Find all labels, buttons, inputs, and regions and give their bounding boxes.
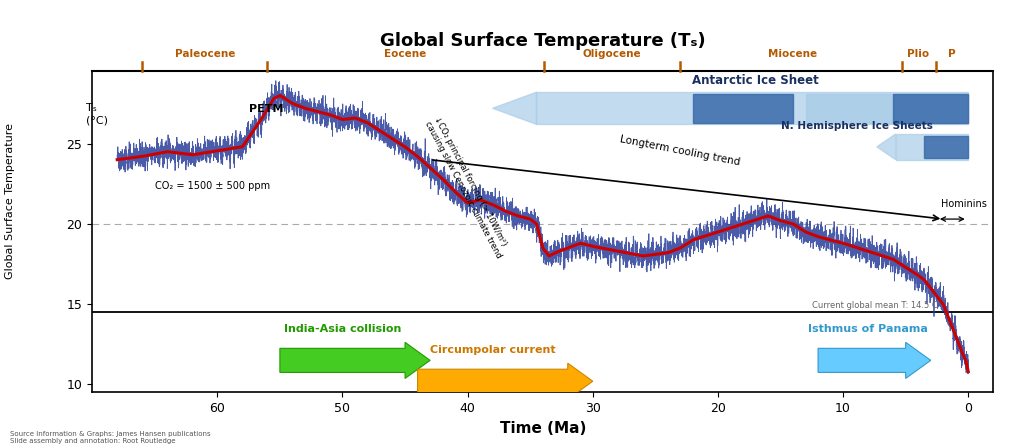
Text: Current global mean T: 14.5 C: Current global mean T: 14.5 C — [812, 301, 938, 310]
Text: Plio: Plio — [907, 49, 929, 58]
Bar — [693, 94, 793, 123]
Bar — [925, 136, 969, 158]
Text: Antarctic Ice Sheet: Antarctic Ice Sheet — [692, 74, 819, 87]
FancyArrow shape — [280, 343, 430, 378]
Text: Source Information & Graphs: James Hansen publications
Slide assembly and annota: Source Information & Graphs: James Hanse… — [10, 431, 211, 444]
Text: Eocene: Eocene — [384, 49, 426, 58]
Text: Longterm cooling trend: Longterm cooling trend — [620, 135, 741, 168]
X-axis label: Time (Ma): Time (Ma) — [500, 421, 586, 436]
Text: Isthmus of Panama: Isthmus of Panama — [808, 324, 928, 334]
Bar — [537, 92, 969, 124]
Text: India-Asia collision: India-Asia collision — [284, 324, 401, 334]
Text: Global Surface Temperature: Global Surface Temperature — [5, 123, 15, 279]
FancyArrow shape — [418, 363, 593, 399]
Polygon shape — [877, 134, 896, 160]
Text: CO₂ = 1500 ± 500 ppm: CO₂ = 1500 ± 500 ppm — [155, 181, 270, 190]
Bar — [806, 94, 969, 123]
FancyArrow shape — [818, 343, 931, 378]
Bar — [893, 94, 969, 123]
Text: Tₛ
(°C): Tₛ (°C) — [86, 103, 108, 125]
Polygon shape — [493, 92, 537, 124]
Text: Oligocene: Oligocene — [583, 49, 641, 58]
Text: N. Hemisphere Ice Sheets: N. Hemisphere Ice Sheets — [781, 121, 933, 131]
Text: Miocene: Miocene — [768, 49, 817, 58]
Text: Circumpolar current: Circumpolar current — [430, 345, 555, 355]
Bar — [896, 134, 969, 160]
Text: ↓CO₂ principal forcing (> 10W/m²)
causing slow Cenozoic climate trend: ↓CO₂ principal forcing (> 10W/m²) causin… — [423, 115, 512, 260]
Title: Global Surface Temperature (Tₛ): Global Surface Temperature (Tₛ) — [380, 33, 706, 50]
Text: Paleocene: Paleocene — [175, 49, 234, 58]
Text: Hominins: Hominins — [941, 199, 986, 210]
Text: P: P — [948, 49, 955, 58]
Text: PETM: PETM — [249, 103, 283, 113]
